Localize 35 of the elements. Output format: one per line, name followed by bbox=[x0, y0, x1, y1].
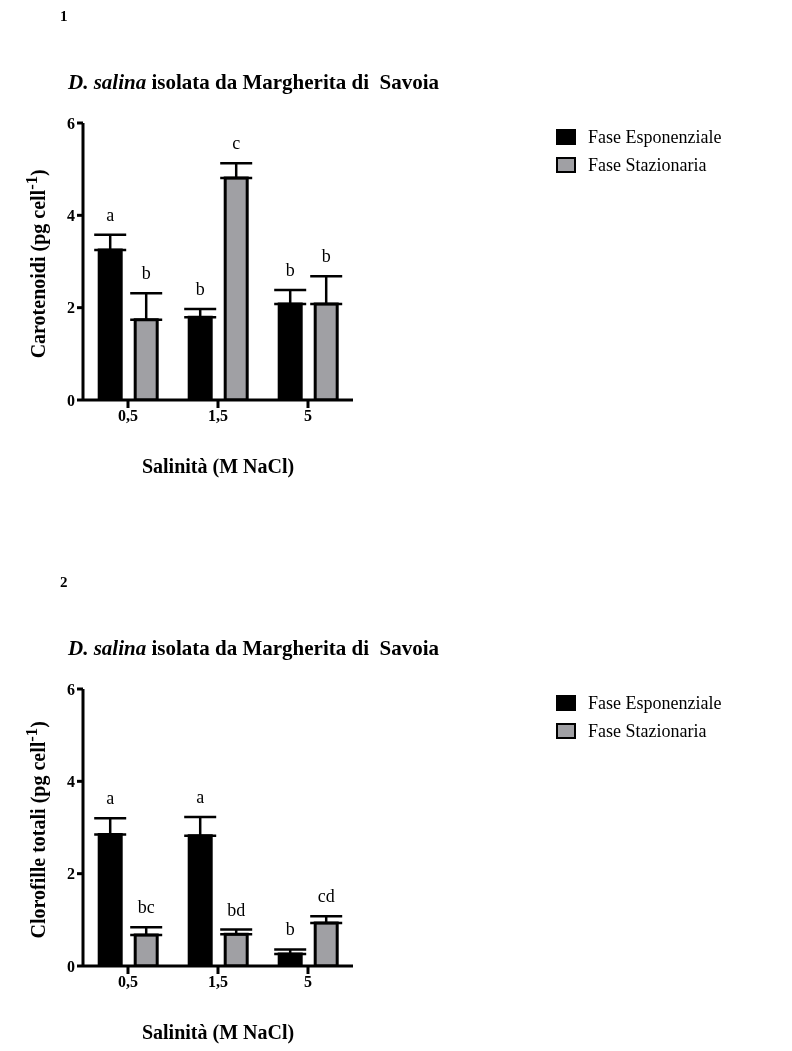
x-tick-label: 0,5 bbox=[118, 973, 138, 991]
annotation: b bbox=[285, 260, 295, 281]
annotation: b bbox=[321, 246, 331, 267]
annotation: a bbox=[106, 788, 115, 809]
y-tick-label: 4 bbox=[67, 773, 75, 791]
annotation: b bbox=[285, 919, 295, 940]
legend-label: Fase Esponenziale bbox=[588, 126, 722, 148]
y-tick-label: 6 bbox=[67, 114, 75, 132]
chart-title: D. salina isolata da Margherita di Savoia bbox=[68, 70, 440, 95]
chart-title: D. salina isolata da Margherita di Savoia bbox=[68, 636, 440, 661]
legend-label: Fase Stazionaria bbox=[588, 154, 707, 176]
annotation: a bbox=[106, 204, 115, 225]
y-tick-label: 0 bbox=[67, 391, 75, 409]
annotation: c bbox=[232, 133, 241, 154]
x-tick-label: 5 bbox=[304, 973, 312, 991]
x-axis-title: Salinità (M NaCl) bbox=[140, 1021, 296, 1044]
legend-label: Fase Stazionaria bbox=[588, 720, 707, 742]
text: 1 bbox=[60, 8, 68, 25]
y-tick-label: 0 bbox=[67, 957, 75, 975]
x-axis-title: Salinità (M NaCl) bbox=[140, 455, 296, 478]
annotation: b bbox=[141, 263, 151, 284]
annotation: bc bbox=[137, 897, 155, 918]
legend-label: Fase Esponenziale bbox=[588, 692, 722, 714]
y-tick-label: 2 bbox=[67, 299, 75, 317]
y-tick-label: 4 bbox=[67, 207, 75, 225]
annotation: bd bbox=[227, 899, 246, 920]
x-tick-label: 5 bbox=[304, 407, 312, 425]
y-tick-label: 6 bbox=[67, 680, 75, 698]
annotation: b bbox=[195, 279, 205, 300]
x-tick-label: 0,5 bbox=[118, 407, 138, 425]
x-tick-label: 1,5 bbox=[208, 407, 228, 425]
annotation: cd bbox=[317, 886, 335, 907]
y-tick-label: 2 bbox=[67, 865, 75, 883]
annotation: a bbox=[196, 786, 205, 807]
x-tick-label: 1,5 bbox=[208, 973, 228, 991]
